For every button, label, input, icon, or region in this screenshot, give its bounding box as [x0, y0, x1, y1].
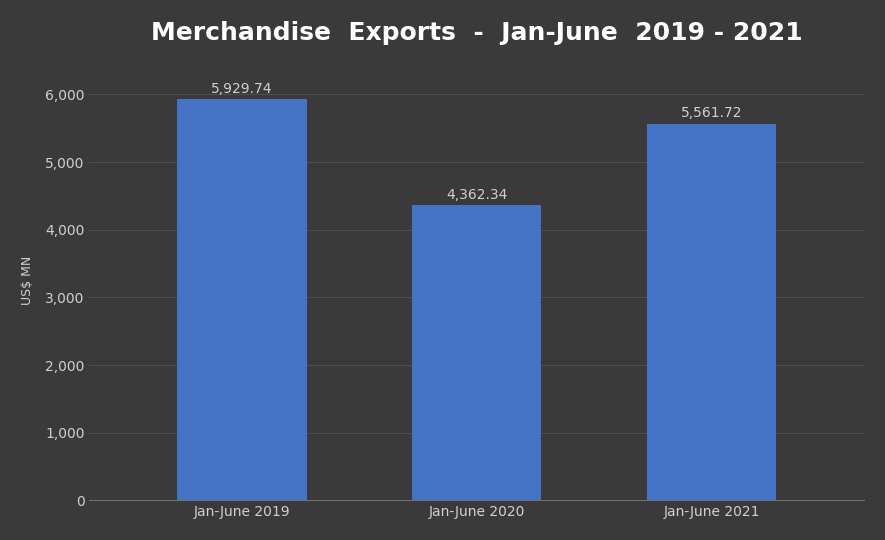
Bar [177, 99, 306, 500]
Y-axis label: US$ MN: US$ MN [21, 256, 34, 305]
Title: Merchandise  Exports  -  Jan-June  2019 - 2021: Merchandise Exports - Jan-June 2019 - 20… [151, 21, 803, 45]
Text: 4,362.34: 4,362.34 [446, 187, 507, 201]
Bar [647, 124, 776, 500]
Text: 5,929.74: 5,929.74 [212, 82, 273, 96]
Bar [412, 205, 542, 500]
Text: 5,561.72: 5,561.72 [681, 106, 743, 120]
